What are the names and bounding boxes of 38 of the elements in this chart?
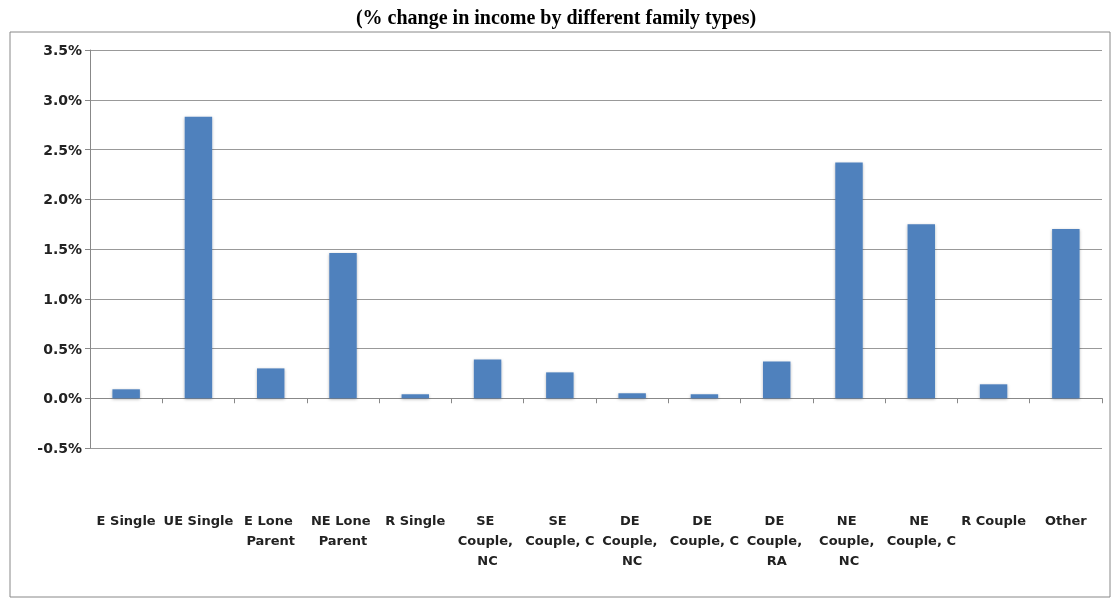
x-tick-label: SE Couple, NC [457, 512, 518, 568]
bar [473, 359, 502, 399]
y-tick-label: 1.5% [43, 241, 82, 257]
x-tick-label: NE Couple, C [886, 512, 956, 548]
x-tick-label: SE Couple, C [525, 512, 595, 548]
x-tick-label: DE Couple, RA [746, 512, 807, 568]
bar [907, 224, 936, 399]
y-tick-label: 0.0% [43, 390, 82, 407]
x-tick-label: R Couple [961, 512, 1027, 528]
bar [256, 368, 285, 399]
y-tick-label: -0.5% [37, 440, 82, 456]
bar [329, 252, 357, 399]
y-tick-label: 0.5% [43, 340, 82, 357]
x-tick-label: DE Couple, C [669, 512, 740, 548]
y-tick-label: 1.0% [43, 290, 82, 307]
y-tick-label: 3.0% [43, 91, 82, 108]
bar [835, 162, 863, 399]
bar [184, 116, 213, 399]
x-tick-label: E Single [96, 512, 156, 528]
y-tick-label: 2.5% [43, 141, 82, 158]
bar [401, 394, 430, 399]
x-tick-label: UE Single [163, 512, 234, 528]
x-tick-label: E Lone Parent [244, 512, 298, 548]
x-tick-label: DE Couple, NC [602, 512, 663, 568]
chart-title: (% change in income by different family types) [355, 6, 757, 29]
bar [762, 361, 791, 399]
x-tick-label: NE Lone Parent [310, 512, 376, 548]
bar [112, 389, 140, 399]
bar [690, 394, 719, 399]
bar [546, 372, 574, 399]
bar [1052, 229, 1080, 399]
y-tick-label: 2.0% [43, 191, 82, 208]
x-tick-label: R Single [385, 512, 446, 528]
bar [979, 384, 1008, 399]
y-tick-label: 3.5% [43, 42, 82, 58]
x-tick-label: Other [1044, 512, 1088, 528]
x-tick-label: NE Couple, NC [819, 512, 879, 568]
bar [618, 393, 646, 399]
